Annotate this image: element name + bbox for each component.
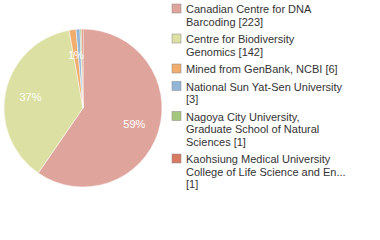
pie-slice	[80, 29, 83, 108]
legend-label: Kaohsiung Medical UniversityCollege of L…	[186, 153, 346, 190]
legend-swatch	[172, 82, 181, 91]
data-label: 59%	[123, 118, 145, 130]
legend-label: Mined from GenBank, NCBI [6]	[186, 63, 338, 75]
legend-swatch	[172, 154, 181, 163]
legend: Canadian Centre for DNABarcoding [223] Ce…	[172, 3, 346, 190]
legend-swatch	[172, 34, 181, 43]
pie-slice	[69, 29, 83, 108]
legend-label: Centre for BiodiversityGenomics [142]	[186, 33, 295, 58]
data-label: 1%	[68, 49, 84, 61]
data-label: 37%	[19, 91, 41, 103]
pie-slice	[82, 29, 83, 108]
pie-slice	[76, 29, 83, 108]
slices	[4, 29, 162, 187]
chart: 59% 37% 1% Canadian Centre for DNABarcoding…	[0, 0, 380, 240]
legend-swatch	[172, 64, 181, 73]
legend-swatch	[172, 4, 181, 13]
legend-label: Nagoya City University,Graduate School o…	[186, 111, 319, 148]
data-labels: 59% 37% 1%	[19, 49, 145, 130]
legend-label: Canadian Centre for DNABarcoding [223]	[186, 3, 312, 28]
legend-swatch	[172, 112, 181, 121]
legend-label: National Sun Yat-Sen University[3]	[186, 81, 343, 106]
